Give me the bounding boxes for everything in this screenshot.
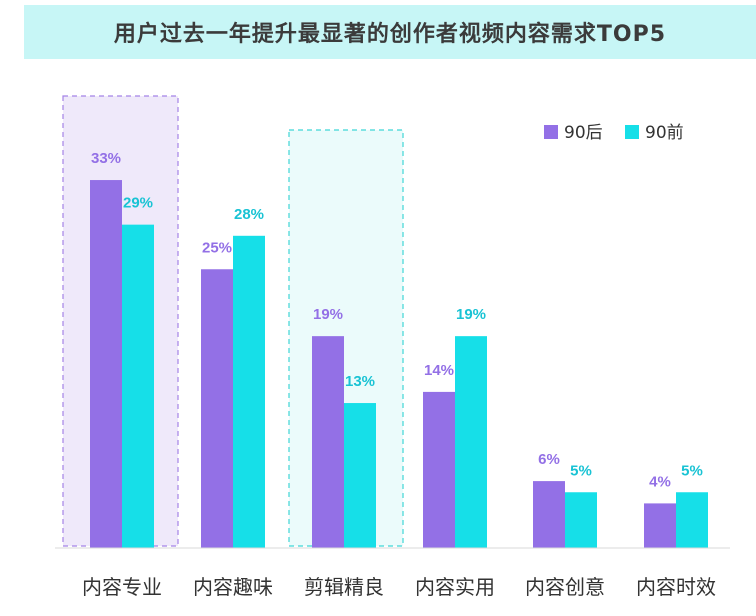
- data-label: 25%: [202, 239, 232, 256]
- x-tick-label: 内容趣味: [193, 575, 273, 599]
- title-banner: [24, 5, 756, 59]
- bars: [90, 180, 708, 549]
- x-tick-label: 内容创意: [525, 575, 605, 599]
- bar-90qian-0: [122, 224, 154, 548]
- value-labels: 33% 25% 19% 14% 6% 4% 29% 28% 13% 19% 5% 5%: [91, 150, 703, 490]
- legend-label: 90后: [564, 123, 603, 143]
- bar-90hou-4: [533, 481, 565, 548]
- legend: 90后 90前: [544, 123, 684, 143]
- bar-90qian-4: [565, 492, 597, 548]
- x-tick-label: 剪辑精良: [304, 575, 384, 599]
- data-label: 13%: [345, 373, 375, 390]
- data-label: 19%: [313, 306, 343, 323]
- data-label: 4%: [649, 473, 671, 490]
- data-label: 28%: [234, 206, 264, 223]
- legend-swatch: [625, 125, 639, 139]
- x-tick-label: 内容时效: [636, 575, 716, 599]
- legend-label: 90前: [645, 123, 684, 143]
- data-label: 19%: [456, 306, 486, 323]
- data-label: 33%: [91, 150, 121, 167]
- bar-90hou-5: [644, 503, 676, 548]
- bar-90qian-3: [455, 336, 487, 548]
- legend-swatch: [544, 125, 558, 139]
- data-label: 5%: [570, 462, 592, 479]
- bar-90hou-2: [312, 336, 344, 548]
- bar-90qian-5: [676, 492, 708, 548]
- bar-90hou-1: [201, 269, 233, 548]
- bar-90hou-3: [423, 391, 455, 548]
- x-tick-label: 内容专业: [82, 575, 162, 599]
- data-label: 14%: [424, 362, 454, 379]
- data-label: 29%: [123, 195, 153, 212]
- bar-90qian-2: [344, 403, 376, 548]
- data-label: 5%: [681, 462, 703, 479]
- category-labels: 内容专业 内容趣味 剪辑精良 内容实用 内容创意 内容时效: [82, 575, 716, 599]
- bar-90hou-0: [90, 180, 122, 549]
- data-label: 6%: [538, 451, 560, 468]
- x-tick-label: 内容实用: [415, 575, 495, 599]
- bar-90qian-1: [233, 235, 265, 549]
- chart-title: 用户过去一年提升最显著的创作者视频内容需求TOP5: [113, 22, 667, 47]
